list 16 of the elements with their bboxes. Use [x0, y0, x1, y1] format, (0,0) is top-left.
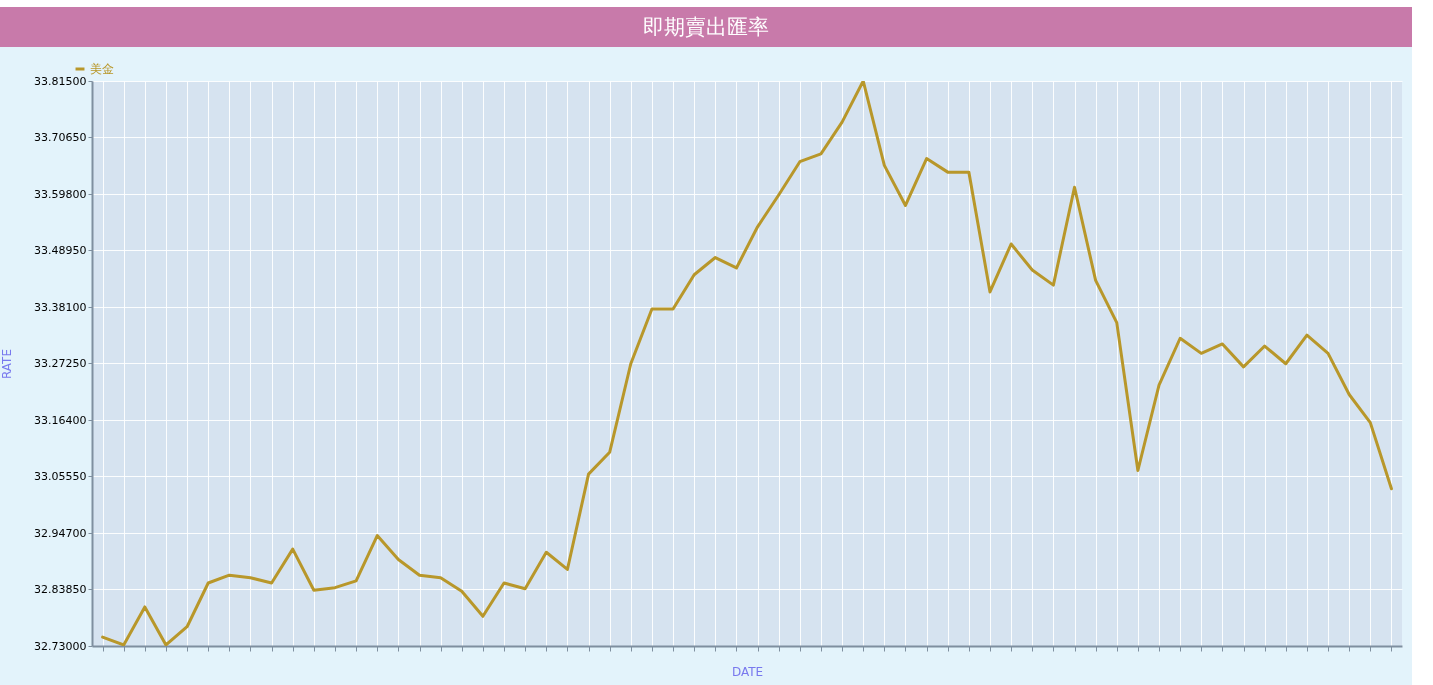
y-tick-label: 32.73000: [34, 639, 87, 653]
chart-title: 即期賣出匯率: [0, 7, 1412, 47]
line-series: [101, 81, 1393, 646]
y-tick-label: 32.94700: [34, 526, 87, 540]
y-tick-label: 32.83850: [34, 583, 87, 596]
y-tick-label: 33.16400: [34, 413, 87, 427]
y-tick-label: 33.48950: [34, 244, 87, 257]
y-tick-label: 33.70650: [34, 131, 87, 144]
y-tick-label: 33.38100: [34, 300, 87, 314]
y-tick-label: 33.05550: [34, 470, 87, 483]
y-tick-label: 33.59800: [34, 187, 87, 201]
legend-label: 美金: [90, 62, 114, 76]
y-tick-label: 33.81500: [34, 74, 87, 88]
y-tick-label: 33.27250: [34, 357, 87, 370]
y-axis-title: RATE: [0, 348, 15, 380]
x-axis-title: DATE: [731, 664, 764, 679]
